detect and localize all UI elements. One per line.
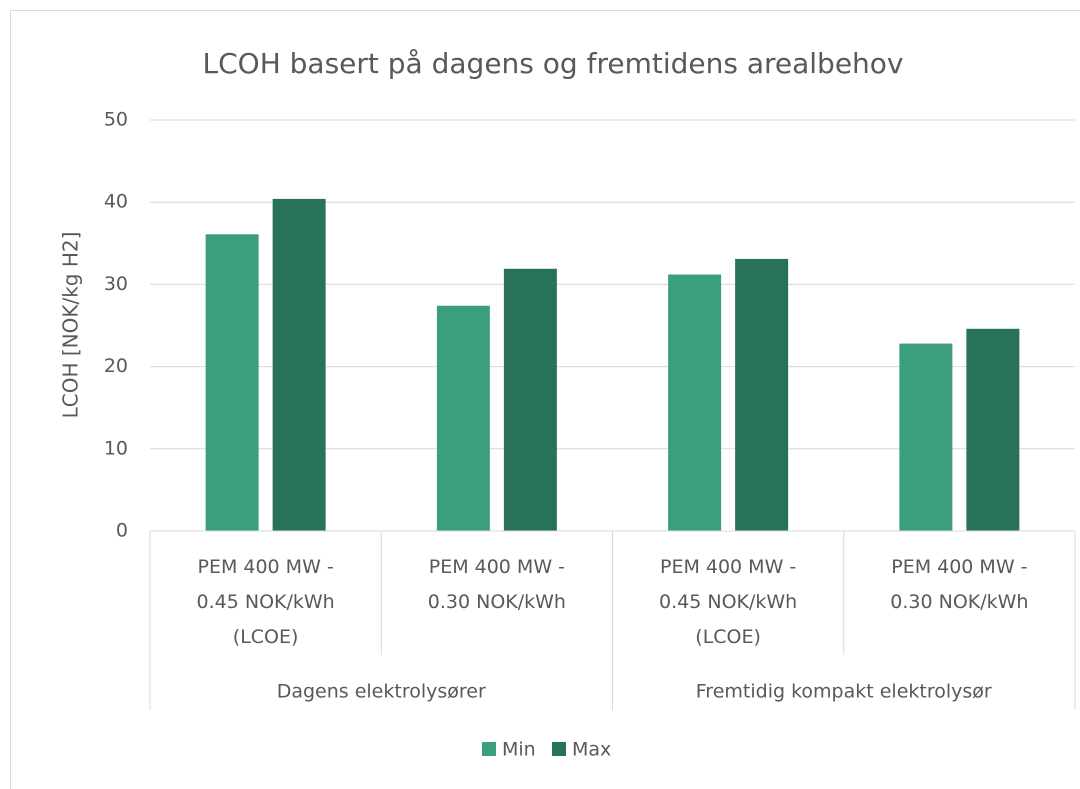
legend-swatch (552, 742, 566, 756)
y-tick-label: 50 (104, 109, 128, 131)
bar (503, 268, 557, 531)
x-tick-label: PEM 400 MW - 0.30 NOK/kWh (890, 556, 1029, 613)
group-label: Dagens elektrolysører (277, 681, 486, 703)
y-tick-label: 10 (104, 437, 128, 459)
legend-label: Min (502, 739, 536, 761)
chart-border (10, 10, 1080, 789)
group-label: Fremtidig kompakt elektrolysør (696, 681, 992, 703)
y-axis-title: LCOH [NOK/kg H2] (59, 232, 83, 419)
y-tick-label: 0 (116, 520, 128, 542)
chart-title: LCOH basert på dagens og fremtidens area… (203, 47, 904, 80)
bar (272, 198, 326, 532)
legend-swatch (482, 742, 496, 756)
legend-label: Max (572, 739, 611, 761)
bar (205, 234, 259, 531)
bar (668, 274, 722, 531)
x-tick-label: PEM 400 MW - 0.30 NOK/kWh (427, 556, 566, 613)
bar (735, 258, 789, 531)
bar (899, 343, 953, 531)
bar (966, 328, 1020, 531)
y-tick-label: 20 (104, 355, 128, 377)
x-tick-label: PEM 400 MW - 0.45 NOK/kWh (LCOE) (659, 556, 798, 648)
y-tick-label: 30 (104, 273, 128, 295)
y-tick-label: 40 (104, 191, 128, 213)
bar (436, 305, 490, 531)
x-tick-label: PEM 400 MW - 0.45 NOK/kWh (LCOE) (196, 556, 335, 648)
